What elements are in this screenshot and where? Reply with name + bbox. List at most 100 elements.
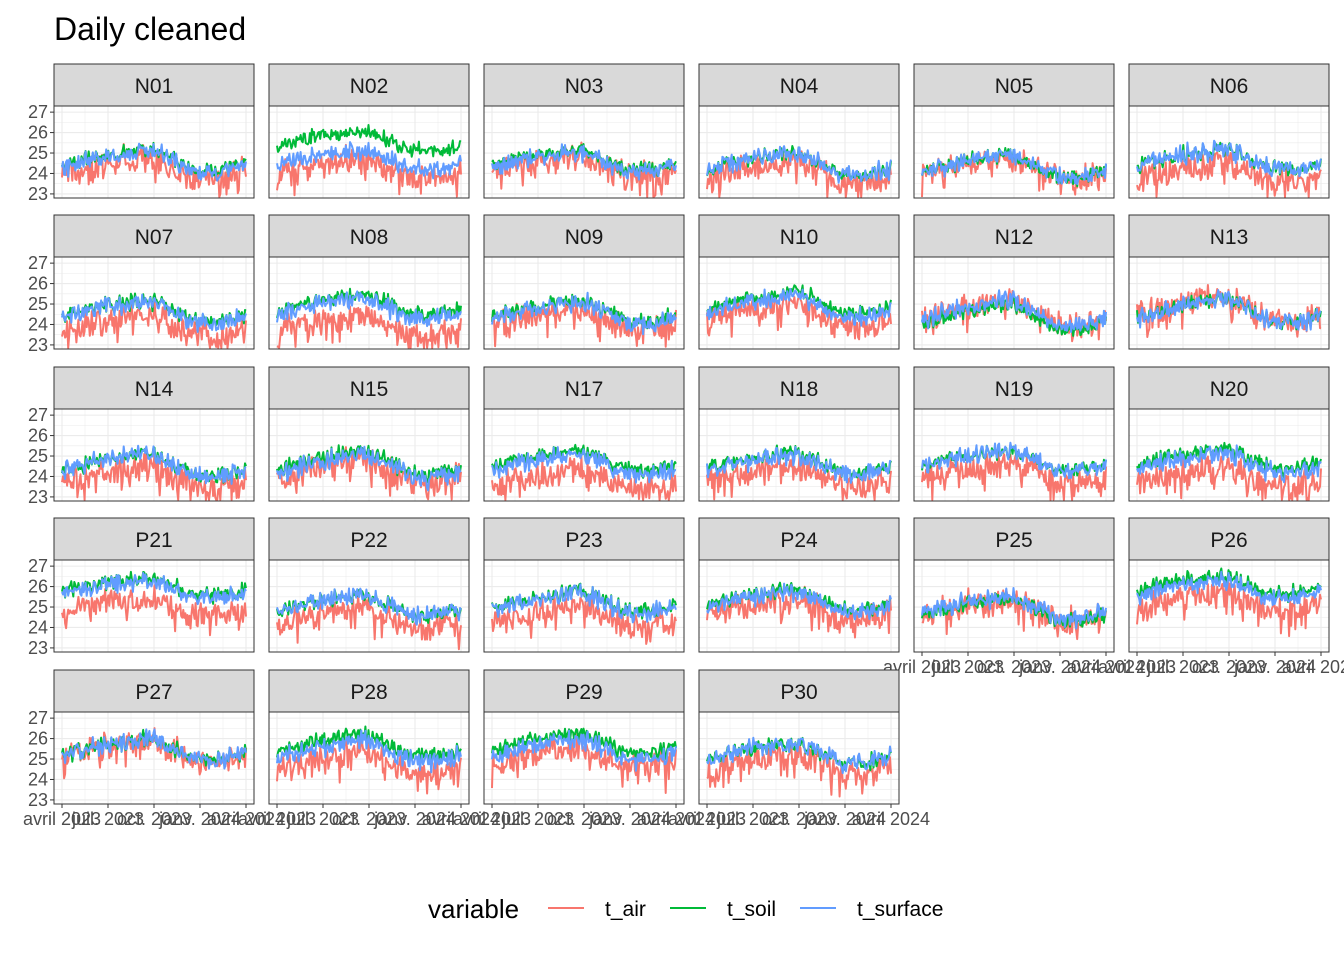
x-tick-label: avril 2024	[1282, 657, 1344, 677]
facet-panel-p22: P22	[268, 517, 470, 653]
panel-border	[483, 256, 685, 350]
series-line-t-air	[706, 453, 892, 501]
series-line-t-surface	[921, 289, 1107, 333]
facet-strip-label: N08	[350, 226, 389, 249]
legend-label: t_air	[605, 898, 646, 921]
facet-strip-label: N02	[350, 75, 389, 98]
facet-panel-n04: N04	[698, 63, 900, 199]
panel-border	[913, 408, 1115, 502]
y-tick-label: 26	[28, 274, 48, 294]
facet-strip	[1128, 517, 1330, 561]
series-line-t-soil	[276, 287, 462, 323]
panel-border	[268, 105, 470, 199]
x-tick-label: oct. 2023	[977, 657, 1051, 677]
series-line-t-air	[61, 299, 247, 349]
x-tick-label: avril 2023	[668, 809, 746, 829]
facet-strip	[1128, 366, 1330, 410]
facet-panel-n03: N03	[483, 63, 685, 199]
panel-border	[53, 408, 255, 502]
panel-border	[53, 559, 255, 653]
facet-strip-label: N10	[780, 226, 819, 249]
panel-border	[698, 256, 900, 350]
x-tick-label: avril 2023	[883, 657, 961, 677]
y-tick-label: 26	[28, 426, 48, 446]
series-line-t-air	[1136, 148, 1322, 198]
series-line-t-air	[491, 455, 677, 501]
y-tick-label: 27	[28, 405, 48, 425]
series-line-t-surface	[706, 145, 892, 184]
facet-panel-p23: P23	[483, 517, 685, 653]
x-tick-label: oct. 2023	[117, 809, 191, 829]
facet-strip	[1128, 214, 1330, 258]
series-line-t-surface	[1136, 570, 1322, 606]
series-line-t-air	[921, 451, 1107, 501]
y-tick-label: 27	[28, 253, 48, 273]
panel-border	[1128, 105, 1330, 199]
series-line-t-air	[276, 736, 462, 795]
facet-strip-label: P23	[565, 529, 602, 552]
y-tick-label: 24	[28, 617, 48, 637]
x-tick-label: janv. 2024	[373, 809, 456, 829]
panel-border	[698, 105, 900, 199]
facet-strip	[1128, 63, 1330, 107]
legend: variable t_air t_soil t_surface	[428, 894, 943, 924]
x-tick-label: avril 2023	[1098, 657, 1176, 677]
y-tick-label: 23	[28, 638, 48, 658]
facet-strip	[913, 63, 1115, 107]
series-line-t-air	[61, 584, 247, 637]
facet-strip-label: N04	[780, 75, 819, 98]
series-line-t-air	[276, 594, 462, 651]
x-tick-label: juil. 2023	[286, 809, 359, 829]
series-line-t-surface	[491, 729, 677, 772]
facet-panel-n17: N17	[483, 366, 685, 502]
gridlines	[484, 257, 684, 349]
x-tick-label: janv. 2024	[588, 809, 671, 829]
facet-panel-n19: N19	[913, 366, 1115, 502]
facet-strip	[698, 517, 900, 561]
series-line-t-air	[491, 596, 677, 645]
facet-strip-label: N05	[995, 75, 1034, 98]
series-line-t-surface	[491, 583, 677, 624]
y-tick-label: 25	[28, 597, 48, 617]
series-line-t-air	[61, 451, 247, 501]
series-line-t-surface	[276, 141, 462, 180]
series-line-t-surface	[921, 441, 1107, 480]
facet-strip	[698, 214, 900, 258]
y-tick-label: 25	[28, 446, 48, 466]
x-tick-label: juil. 2023	[716, 809, 789, 829]
facet-strip	[268, 669, 470, 713]
facet-strip	[483, 214, 685, 258]
facet-strip	[483, 366, 685, 410]
facet-strip-label: N18	[780, 378, 819, 401]
x-tick-label: avril 2024	[852, 809, 930, 829]
panel-border	[268, 408, 470, 502]
facet-strip-label: N01	[135, 75, 174, 98]
facet-strip-label: N15	[350, 378, 389, 401]
panel-border	[1128, 408, 1330, 502]
facet-strip	[913, 517, 1115, 561]
y-tick-label: 23	[28, 790, 48, 810]
x-tick-label: juil. 2023	[71, 809, 144, 829]
series-line-t-air	[706, 745, 892, 798]
series-line-t-surface	[61, 444, 247, 485]
x-tick-label: oct. 2023	[762, 809, 836, 829]
y-tick-label: 25	[28, 143, 48, 163]
facet-panel-n20: N20	[1128, 366, 1330, 502]
series-line-t-surface	[491, 143, 677, 181]
gridlines	[54, 560, 254, 652]
facet-strip-label: P27	[135, 681, 172, 704]
facet-strip-label: N06	[1210, 75, 1249, 98]
panel-border	[913, 105, 1115, 199]
x-tick-label: oct. 2023	[332, 809, 406, 829]
y-tick-label: 27	[28, 556, 48, 576]
panel-border	[698, 408, 900, 502]
facet-strip-label: N07	[135, 226, 174, 249]
panel-border	[483, 559, 685, 653]
panel-border	[483, 408, 685, 502]
